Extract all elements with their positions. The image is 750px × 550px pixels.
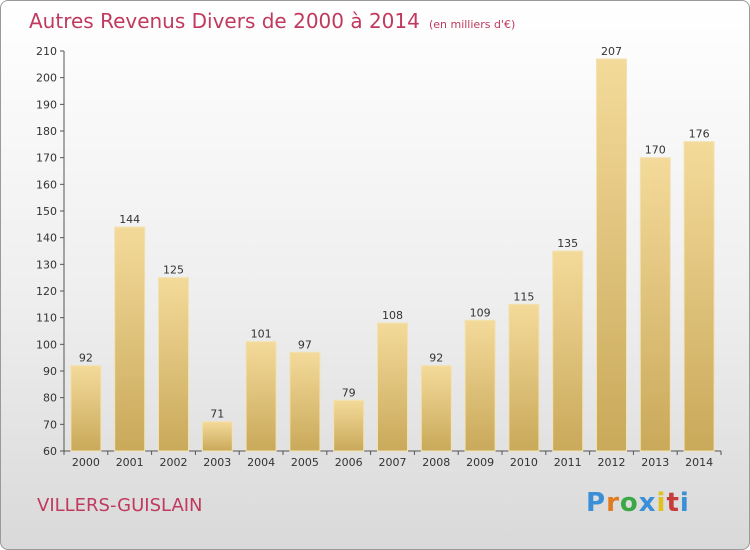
y-tick-label: 120 <box>36 285 57 298</box>
chart-axes: 60 70 80 90 100 110 120 130 140 150 160 170 180 190 20… <box>36 45 722 469</box>
value-label: 207 <box>601 45 622 58</box>
value-label: 144 <box>119 213 140 226</box>
x-tick-label: 2006 <box>335 456 363 469</box>
y-tick-label: 60 <box>43 445 57 458</box>
value-label: 108 <box>382 309 403 322</box>
y-tick-label: 200 <box>36 72 57 85</box>
value-label: 170 <box>645 144 666 157</box>
y-tick-label: 170 <box>36 152 57 165</box>
commune-name: VILLERS-GUISLAIN <box>37 495 203 516</box>
x-tick-label: 2005 <box>291 456 319 469</box>
bar-2003 <box>201 421 233 452</box>
x-tick-label: 2013 <box>641 456 669 469</box>
y-tick-label: 150 <box>36 205 57 218</box>
y-tick-label: 190 <box>36 98 57 111</box>
bar-2005 <box>289 351 321 452</box>
value-label: 79 <box>342 386 356 399</box>
bar-2000 <box>70 365 102 452</box>
bar-2001 <box>114 226 146 452</box>
x-tick-label: 2004 <box>247 456 275 469</box>
bar-2014 <box>683 141 715 452</box>
logo-letter: r <box>606 488 620 518</box>
y-tick-label: 100 <box>36 338 57 351</box>
y-tick-label: 70 <box>43 418 57 431</box>
value-label: 92 <box>79 352 93 365</box>
bar-2008 <box>420 365 452 452</box>
value-label: 176 <box>689 128 710 141</box>
x-tick-label: 2001 <box>116 456 144 469</box>
bar-2011 <box>552 250 584 452</box>
y-tick-label: 180 <box>36 125 57 138</box>
bar-2012 <box>596 58 627 452</box>
value-label: 101 <box>251 328 272 341</box>
x-tick-label: 2003 <box>203 456 231 469</box>
value-label: 92 <box>429 352 443 365</box>
value-label: 115 <box>513 290 534 303</box>
value-label: 125 <box>163 264 184 277</box>
x-tick-label: 2014 <box>685 456 713 469</box>
chart-title: Autres Revenus Divers de 2000 à 2014 <box>29 9 420 33</box>
bar-2004 <box>245 341 277 452</box>
logo-letter: i <box>679 488 690 518</box>
y-tick-label: 140 <box>36 232 57 245</box>
x-tick-label: 2007 <box>379 456 407 469</box>
chart-bars <box>70 58 715 452</box>
value-label: 71 <box>210 408 224 421</box>
y-tick-label: 90 <box>43 365 57 378</box>
title-row: Autres Revenus Divers de 2000 à 2014 (en… <box>29 9 515 33</box>
y-tick-label: 130 <box>36 258 57 271</box>
proxiti-logo: Proxiti <box>586 488 690 518</box>
y-tick-label: 80 <box>43 392 57 405</box>
chart-value-labels: 92 144 125 71 101 97 79 108 92 109 115 135 207 170 176 <box>79 45 710 421</box>
value-label: 97 <box>298 338 312 351</box>
x-tick-label: 2009 <box>466 456 494 469</box>
bar-2013 <box>639 157 671 452</box>
x-tick-label: 2010 <box>510 456 538 469</box>
x-tick-label: 2002 <box>160 456 188 469</box>
logo-letter: x <box>638 488 657 518</box>
y-tick-label: 110 <box>36 312 57 325</box>
bar-2002 <box>158 277 189 452</box>
y-tick-label: 210 <box>36 45 57 58</box>
logo-letter: o <box>619 488 639 518</box>
chart-subtitle: (en milliers d'€) <box>428 18 516 31</box>
bar-2010 <box>508 303 540 452</box>
x-tick-label: 2011 <box>554 456 582 469</box>
y-tick-label: 160 <box>36 178 57 191</box>
logo-letter: P <box>586 488 607 518</box>
x-tick-label: 2008 <box>422 456 450 469</box>
bar-2006 <box>333 399 365 452</box>
x-tick-label: 2012 <box>598 456 626 469</box>
value-label: 109 <box>470 306 491 319</box>
bar-2007 <box>377 322 408 452</box>
logo-letter: i <box>656 488 667 518</box>
value-label: 135 <box>557 237 578 250</box>
logo-letter: t <box>666 488 680 518</box>
bar-2009 <box>464 319 496 452</box>
x-tick-label: 2000 <box>72 456 100 469</box>
